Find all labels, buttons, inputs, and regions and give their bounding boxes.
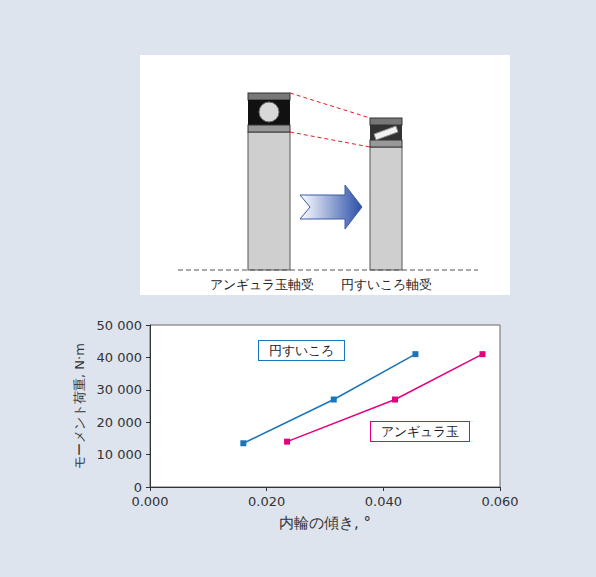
svg-text:0.020: 0.020	[248, 494, 285, 509]
svg-text:0.060: 0.060	[481, 494, 518, 509]
svg-text:アンギュラ玉: アンギュラ玉	[381, 424, 459, 439]
svg-text:0.040: 0.040	[365, 494, 402, 509]
svg-text:円すいころ: 円すいころ	[269, 343, 334, 358]
svg-text:0: 0	[134, 480, 142, 495]
svg-text:30 000: 30 000	[97, 382, 143, 397]
svg-text:内輪の傾き, °: 内輪の傾き, °	[279, 514, 371, 532]
svg-text:円すいころ軸受: 円すいころ軸受	[341, 277, 432, 292]
svg-text:10 000: 10 000	[97, 447, 143, 462]
svg-text:0.000: 0.000	[131, 494, 168, 509]
svg-text:50 000: 50 000	[97, 318, 143, 333]
svg-text:20 000: 20 000	[97, 415, 143, 430]
svg-text:アンギュラ玉軸受: アンギュラ玉軸受	[210, 277, 314, 292]
svg-text:モーメント荷重, N·m: モーメント荷重, N·m	[72, 343, 87, 469]
svg-text:40 000: 40 000	[97, 350, 143, 365]
